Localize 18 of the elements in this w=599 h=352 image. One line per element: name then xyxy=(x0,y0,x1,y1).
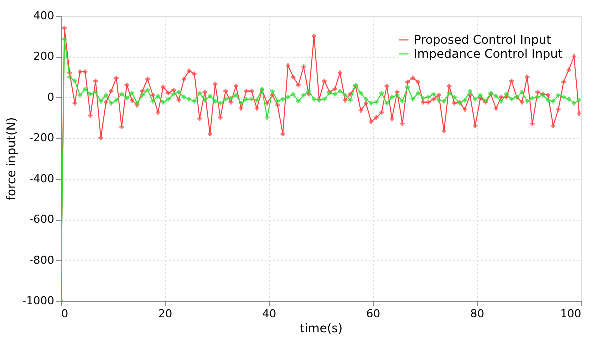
y-tick-label: 200 xyxy=(34,50,54,64)
y-tick-label: -400 xyxy=(30,172,54,186)
y-tick-label: 0 xyxy=(48,90,54,104)
x-tick-label: 80 xyxy=(470,308,484,320)
x-tick-label: 0 xyxy=(62,308,68,320)
x-axis-title: time(s) xyxy=(300,322,343,336)
y-tick-label: -200 xyxy=(30,132,54,145)
x-tick-label: 40 xyxy=(262,308,276,320)
legend-label: Impedance Control Input xyxy=(414,47,564,61)
y-tick-label: -1000 xyxy=(22,294,54,308)
y-tick-label: -800 xyxy=(30,254,54,267)
x-tick-label: 60 xyxy=(366,308,380,320)
y-axis-title: force input(N) xyxy=(4,117,19,201)
x-tick-label: 20 xyxy=(158,308,172,320)
legend-label: Proposed Control Input xyxy=(414,33,552,47)
y-tick-label: -600 xyxy=(30,213,54,226)
y-tick-label: 400 xyxy=(34,10,54,22)
x-tick-label: 100 xyxy=(560,308,582,320)
